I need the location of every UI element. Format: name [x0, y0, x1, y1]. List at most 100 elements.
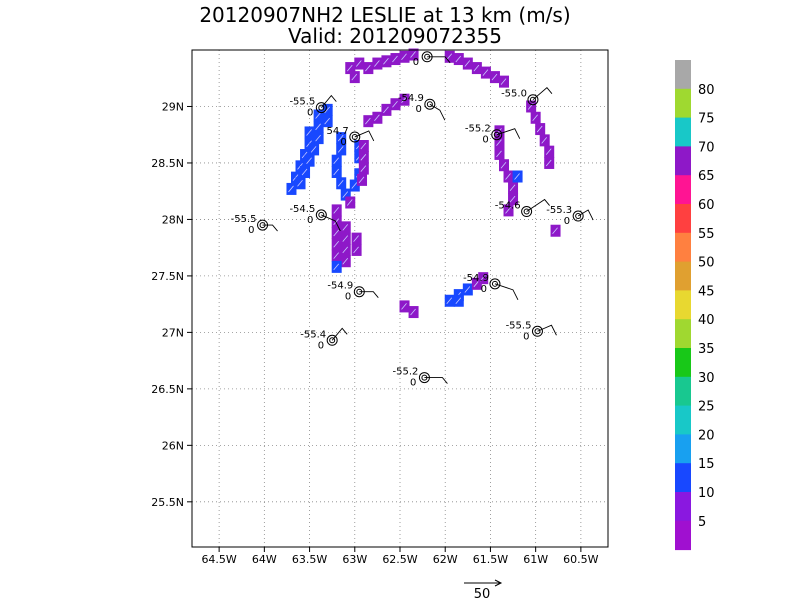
station-marker-inner [529, 96, 536, 103]
station-temperature: -54.9 [327, 281, 353, 292]
station-temperature: -55.5 [506, 320, 532, 331]
colorbar-label: 35 [698, 342, 715, 357]
station-marker [572, 210, 584, 222]
colorbar-label: 70 [698, 140, 715, 155]
x-tick-label: 61.5W [473, 553, 508, 566]
station-dewpoint: 0 [318, 340, 324, 351]
station-dewpoint: 0 [481, 284, 487, 295]
wind-vector-arrow [410, 308, 416, 316]
wind-vector-arrow [346, 199, 353, 206]
station-dewpoint: 0 [345, 292, 351, 303]
station-marker [315, 209, 327, 221]
x-tick-label: 61W [523, 553, 548, 566]
wind-vector-arrow [355, 60, 362, 67]
chart-subtitle: Valid: 201209072355 [288, 24, 502, 48]
wind-vector-arrow [360, 142, 367, 150]
station-marker [521, 206, 533, 218]
colorbar-label: 20 [698, 428, 715, 443]
wind-vector-arrow [342, 246, 349, 254]
wind-vector-arrow [500, 78, 507, 85]
station-dewpoint: 0 [248, 225, 254, 236]
colorbar-label: 45 [698, 284, 715, 299]
station-temperature: -54.5 [289, 204, 315, 215]
wind-vector-arrow [509, 184, 516, 192]
y-tick-label: 27N [162, 326, 184, 339]
wind-vector-arrow [464, 286, 471, 293]
station-marker-inner [329, 337, 336, 344]
station-marker-inner [493, 131, 500, 138]
wind-barb [359, 291, 379, 299]
wind-vector-arrow [292, 174, 299, 181]
station-marker [326, 334, 338, 346]
station-marker [491, 129, 503, 141]
colorbar: 80 75 70 65 60 55 50 45 40 35 30 25 20 15 10 5 [675, 60, 715, 551]
wind-vector-arrow [333, 157, 340, 164]
wind-vector-arrow [301, 151, 308, 159]
colorbar-segment [675, 204, 691, 234]
wind-barb [321, 214, 341, 232]
colorbar-segment [675, 60, 691, 90]
wind-barb [427, 56, 451, 64]
x-tick-label: 64.5W [201, 553, 236, 566]
y-tick-label: 28.5N [151, 157, 184, 170]
station-temperature: -55.2 [465, 124, 491, 135]
wind-barb [532, 87, 553, 101]
station-dewpoint: 0 [307, 108, 313, 119]
colorbar-segment [675, 117, 691, 147]
wind-vector-arrow [514, 173, 520, 180]
wind-vector-arrow [496, 150, 502, 158]
wind-vector-arrow [401, 53, 407, 61]
colorbar-segment [675, 88, 691, 119]
colorbar-label: 50 [698, 256, 715, 271]
wind-vector-arrow [383, 106, 389, 114]
colorbar-segment [675, 261, 691, 291]
colorbar-segment [675, 463, 691, 493]
wind-vector-arrow [410, 51, 416, 58]
colorbar-segment [675, 405, 691, 435]
colorbar-label: 55 [698, 227, 715, 242]
station-temperature: 54.7 [327, 126, 349, 137]
wind-vector-arrow [315, 123, 321, 131]
wind-vector-arrow [353, 235, 359, 242]
station-dewpoint: 0 [415, 104, 421, 115]
colorbar-label: 60 [698, 198, 715, 213]
wind-vector-arrow [545, 159, 552, 167]
wind-vector-arrow [346, 64, 353, 72]
reference-vector-label: 50 [474, 587, 491, 600]
wind-vector-arrow [306, 129, 312, 136]
wind-vector-arrow [496, 128, 502, 135]
colorbar-segment [675, 290, 691, 320]
colorbar-segment [675, 146, 691, 176]
station-temperature: -54.6 [495, 201, 521, 212]
wind-vector-arrow [532, 114, 538, 122]
y-tick-label: 25.5N [151, 496, 184, 509]
wind-vector-arrow [446, 297, 453, 305]
observations: -55.5054.700-54.90-55.0-55.20-55.50-54.5… [231, 51, 594, 389]
station-dewpoint: 0 [564, 216, 570, 227]
wind-speed-cells [286, 48, 561, 319]
station-marker [489, 278, 501, 290]
station-dewpoint: 0 [523, 331, 529, 342]
wind-vector-arrow [333, 252, 340, 259]
wind-vector-arrow [365, 117, 371, 125]
station-marker-inner [534, 328, 541, 335]
wind-vector-arrow [401, 96, 407, 103]
station-dewpoint: 0 [410, 378, 416, 389]
station-marker [531, 325, 543, 337]
wind-vector-arrow [455, 55, 462, 63]
colorbar-segment [675, 434, 691, 464]
colorbar-segment [675, 348, 691, 378]
wind-vector-arrow [473, 64, 480, 72]
chart-title: 20120907NH2 LESLIE at 13 km (m/s) [199, 3, 570, 27]
wind-vector-arrow [333, 241, 340, 248]
wind-vector-arrow [401, 303, 407, 310]
wind-barb [262, 224, 278, 232]
wind-vector-arrow [288, 185, 294, 193]
wind-barb [320, 94, 337, 108]
x-tick-label: 62.5W [382, 553, 417, 566]
colorbar-label: 75 [698, 112, 715, 127]
station-temperature: -55.5 [289, 97, 315, 108]
wind-vector-arrow [541, 137, 548, 144]
wind-vector-arrow [491, 73, 498, 81]
